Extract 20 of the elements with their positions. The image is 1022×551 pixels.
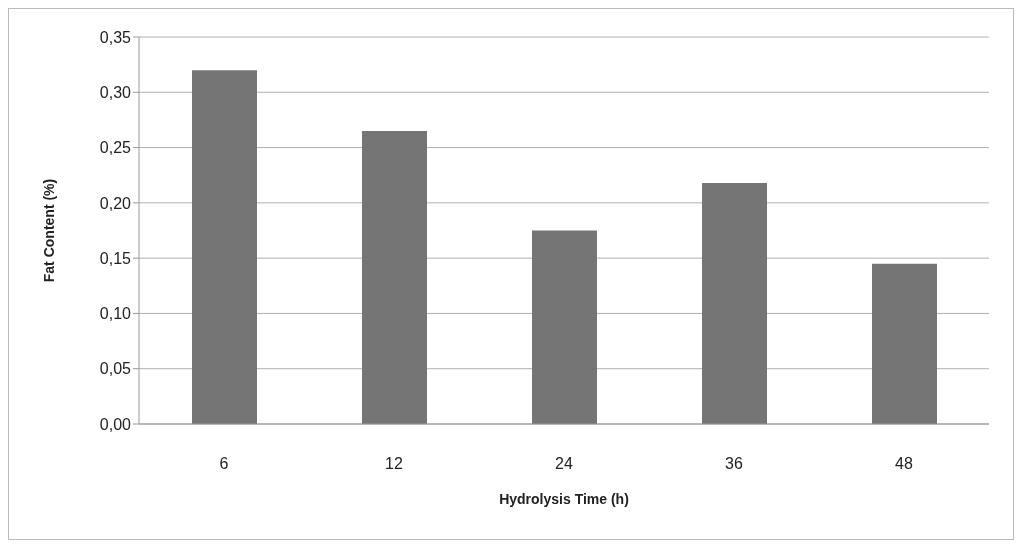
x-tick-label: 36 — [725, 455, 743, 473]
bar — [532, 230, 597, 424]
y-tick-label: 0,25 — [99, 139, 132, 157]
y-tick-label: 0,00 — [99, 415, 132, 433]
y-tick-label: 0,15 — [99, 249, 132, 267]
x-tick-label: 6 — [219, 455, 229, 473]
y-axis-title: Fat Content (%) — [40, 178, 57, 283]
bar — [192, 70, 257, 424]
bar — [702, 182, 767, 424]
bar — [872, 263, 937, 424]
x-tick-label: 12 — [385, 455, 403, 473]
y-tick-label: 0,20 — [99, 194, 132, 212]
y-tick-label: 0,05 — [99, 360, 132, 378]
x-axis-title: Hydrolysis Time (h) — [499, 491, 629, 507]
y-tick-label: 0,30 — [99, 83, 132, 101]
bar — [362, 130, 427, 424]
y-tick-label: 0,35 — [99, 28, 132, 46]
x-tick-label: 24 — [555, 455, 573, 473]
y-tick-label: 0,10 — [99, 305, 132, 323]
x-tick-label: 48 — [895, 455, 913, 473]
